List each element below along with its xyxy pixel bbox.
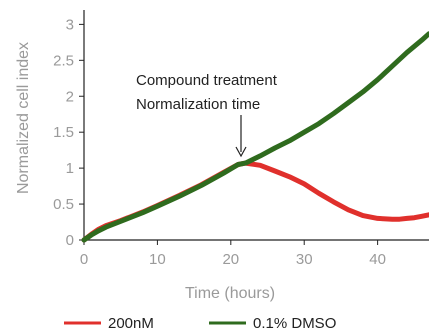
series-lines — [81, 31, 429, 243]
y-tick-label: 0.5 — [53, 196, 74, 213]
annotation-line-1: Compound treatment — [136, 72, 278, 89]
legend-label-200nm: 200nM — [108, 315, 154, 332]
y-axis-title: Normalized cell index — [15, 42, 32, 194]
x-axis-title: Time (hours) — [185, 285, 275, 302]
y-tick-label: 2.5 — [53, 52, 74, 69]
series-line-200nm — [81, 160, 429, 243]
annotation-arrow-head — [235, 146, 247, 158]
ticks: 0 10 20 30 40 0 0.5 1 1.5 2 2.5 3 — [53, 16, 386, 268]
annotation: Compound treatment Normalization time — [136, 72, 278, 158]
legend-label-dmso: 0.1% DMSO — [253, 315, 336, 332]
y-tick-label: 1.5 — [53, 124, 74, 141]
x-tick-label: 10 — [149, 251, 166, 268]
axes — [83, 10, 429, 241]
series-line-dmso — [81, 31, 429, 243]
x-tick-label: 20 — [222, 251, 239, 268]
legend: 200nM 0.1% DMSO — [64, 315, 336, 332]
y-tick-label: 3 — [66, 16, 74, 33]
y-tick-label: 2 — [66, 88, 74, 105]
y-tick-label: 0 — [66, 232, 74, 249]
x-tick-label: 30 — [296, 251, 313, 268]
annotation-line-2: Normalization time — [136, 96, 260, 113]
y-tick-label: 1 — [66, 160, 74, 177]
x-tick-label: 40 — [369, 251, 386, 268]
x-tick-label: 0 — [80, 251, 88, 268]
